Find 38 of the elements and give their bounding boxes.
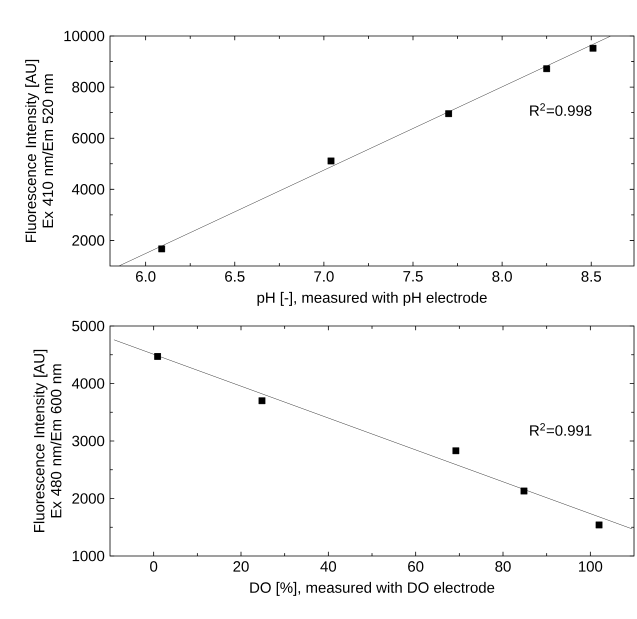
x-tick-label: 7.5	[403, 271, 423, 282]
y-tick-label: 5000	[72, 320, 104, 332]
point	[328, 158, 334, 164]
x-tick-label: 8.0	[492, 271, 512, 282]
point	[520, 488, 528, 494]
point	[445, 110, 452, 118]
x-tick-label: 8.5	[582, 271, 601, 282]
x-tick-label: 20	[233, 561, 249, 572]
y-tick-label: 4000	[72, 184, 104, 195]
y-axis-title: Fluorescence Intensity [AU] Ex 480 nm/Em 600 nm	[34, 350, 62, 532]
annotation: R$^{2}$=0.991	[530, 423, 592, 436]
y-axis-title: Fluorescence Intensity [AU] Ex 410 nm/Em 520 nm	[25, 60, 54, 242]
x-tick-label: 100	[579, 561, 602, 572]
y-tick-label: 2000	[72, 235, 104, 246]
x-tick-label: 6.5	[225, 271, 245, 282]
x-axis-title: pH [-], measured with pH electrode	[258, 292, 487, 306]
x-tick-label: 60	[408, 561, 424, 572]
point	[258, 397, 266, 404]
annotation: R$^{2}$=0.998	[530, 103, 592, 116]
point	[154, 353, 162, 360]
y-tick-label: 3000	[72, 436, 104, 446]
point	[596, 522, 602, 528]
y-tick-label: 4000	[72, 378, 104, 389]
point	[158, 245, 166, 252]
x-tick-label: 40	[320, 561, 336, 572]
point	[590, 44, 596, 52]
x-axis-title: DO [%], measured with DO electrode	[250, 582, 494, 596]
y-tick-label: 1000	[72, 550, 104, 562]
point	[452, 447, 460, 454]
x-tick-label: 6.0	[136, 271, 156, 282]
y-tick-label: 10000	[64, 30, 104, 42]
point	[543, 65, 550, 72]
x-tick-label: 0	[150, 561, 158, 572]
x-tick-label: 80	[495, 561, 511, 572]
x-tick-label: 7.0	[314, 271, 334, 282]
y-tick-label: 6000	[72, 132, 104, 144]
y-tick-label: 2000	[72, 493, 104, 504]
y-tick-label: 8000	[72, 82, 104, 92]
